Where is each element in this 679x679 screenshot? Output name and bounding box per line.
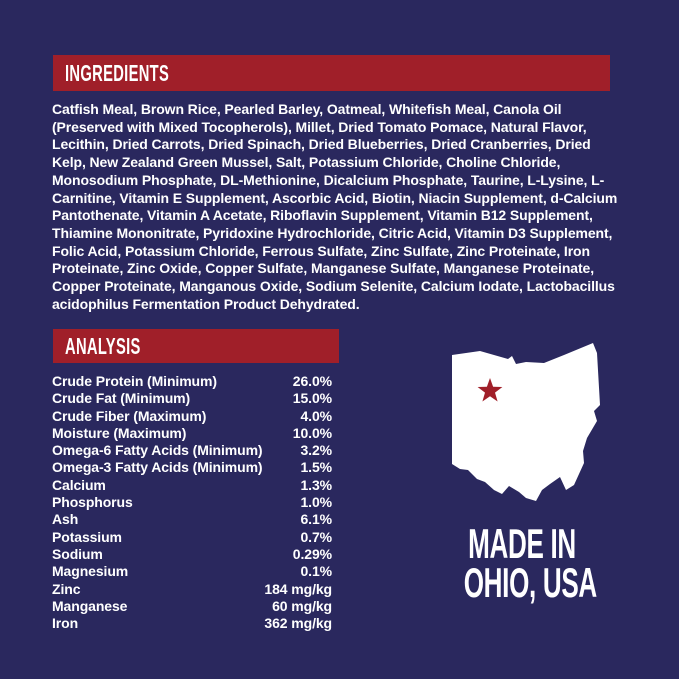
analysis-value: 0.29%	[292, 545, 332, 562]
analysis-header: ANALYSIS	[65, 332, 141, 359]
analysis-value: 15.0%	[292, 390, 332, 407]
made-in-line2: OHIO, USA	[463, 559, 598, 606]
analysis-row: Calcium 1.3%	[52, 477, 332, 494]
analysis-value: 10.0%	[292, 424, 332, 441]
analysis-value: 60 mg/kg	[272, 597, 332, 614]
analysis-value: 4.0%	[300, 407, 332, 424]
ingredients-header-bar: INGREDIENTS	[53, 55, 610, 91]
star-icon	[477, 378, 503, 402]
analysis-label: Sodium	[52, 545, 103, 562]
analysis-label: Moisture (Maximum)	[52, 424, 187, 441]
analysis-row: Ash 6.1%	[52, 511, 332, 528]
analysis-label: Crude Protein (Minimum)	[52, 373, 217, 389]
analysis-table: Crude Protein (Minimum) 26.0% Crude Fat …	[52, 373, 332, 632]
analysis-value: 362 mg/kg	[264, 615, 332, 632]
analysis-row: Omega-3 Fatty Acids (Minimum) 1.5%	[52, 459, 332, 476]
analysis-row: Iron 362 mg/kg	[52, 615, 332, 632]
analysis-label: Iron	[52, 615, 79, 632]
analysis-label: Magnesium	[52, 563, 129, 580]
ohio-map-icon	[452, 343, 600, 501]
analysis-label: Phosphorus	[52, 494, 133, 511]
ingredients-header: INGREDIENTS	[65, 59, 170, 86]
analysis-label: Potassium	[52, 528, 122, 545]
analysis-value: 3.2%	[300, 442, 332, 459]
analysis-row: Phosphorus 1.0%	[52, 494, 332, 511]
analysis-row: Moisture (Maximum) 10.0%	[52, 425, 332, 442]
made-in-block: MADE IN OHIO, USA	[428, 520, 616, 606]
ohio-state-shape	[452, 343, 600, 501]
analysis-label: Omega-3 Fatty Acids (Minimum)	[52, 459, 263, 476]
analysis-value: 6.1%	[300, 511, 332, 528]
analysis-label: Crude Fat (Minimum)	[52, 390, 191, 407]
analysis-row: Crude Fiber (Maximum) 4.0%	[52, 408, 332, 425]
analysis-value: 26.0%	[292, 373, 332, 389]
analysis-row: Sodium 0.29%	[52, 546, 332, 563]
analysis-row: Omega-6 Fatty Acids (Minimum) 3.2%	[52, 442, 332, 459]
analysis-label: Omega-6 Fatty Acids (Minimum)	[52, 442, 263, 459]
ingredients-text: Catfish Meal, Brown Rice, Pearled Barley…	[52, 101, 618, 312]
analysis-row: Zinc 184 mg/kg	[52, 581, 332, 598]
analysis-label: Crude Fiber (Maximum)	[52, 407, 207, 424]
analysis-header-bar: ANALYSIS	[53, 329, 339, 363]
analysis-row: Crude Protein (Minimum) 26.0%	[52, 373, 332, 390]
analysis-value: 0.7%	[300, 528, 332, 545]
analysis-row: Manganese 60 mg/kg	[52, 598, 332, 615]
analysis-label: Zinc	[52, 580, 81, 597]
made-in-line1: MADE IN	[468, 520, 576, 567]
analysis-row: Potassium 0.7%	[52, 529, 332, 546]
analysis-row: Crude Fat (Minimum) 15.0%	[52, 390, 332, 407]
analysis-value: 1.0%	[300, 494, 332, 511]
analysis-value: 1.5%	[300, 459, 332, 476]
analysis-value: 1.3%	[300, 476, 332, 493]
analysis-value: 184 mg/kg	[264, 580, 332, 597]
analysis-label: Calcium	[52, 476, 106, 493]
analysis-label: Ash	[52, 511, 79, 528]
analysis-value: 0.1%	[300, 563, 332, 580]
analysis-label: Manganese	[52, 597, 128, 614]
analysis-row: Magnesium 0.1%	[52, 563, 332, 580]
